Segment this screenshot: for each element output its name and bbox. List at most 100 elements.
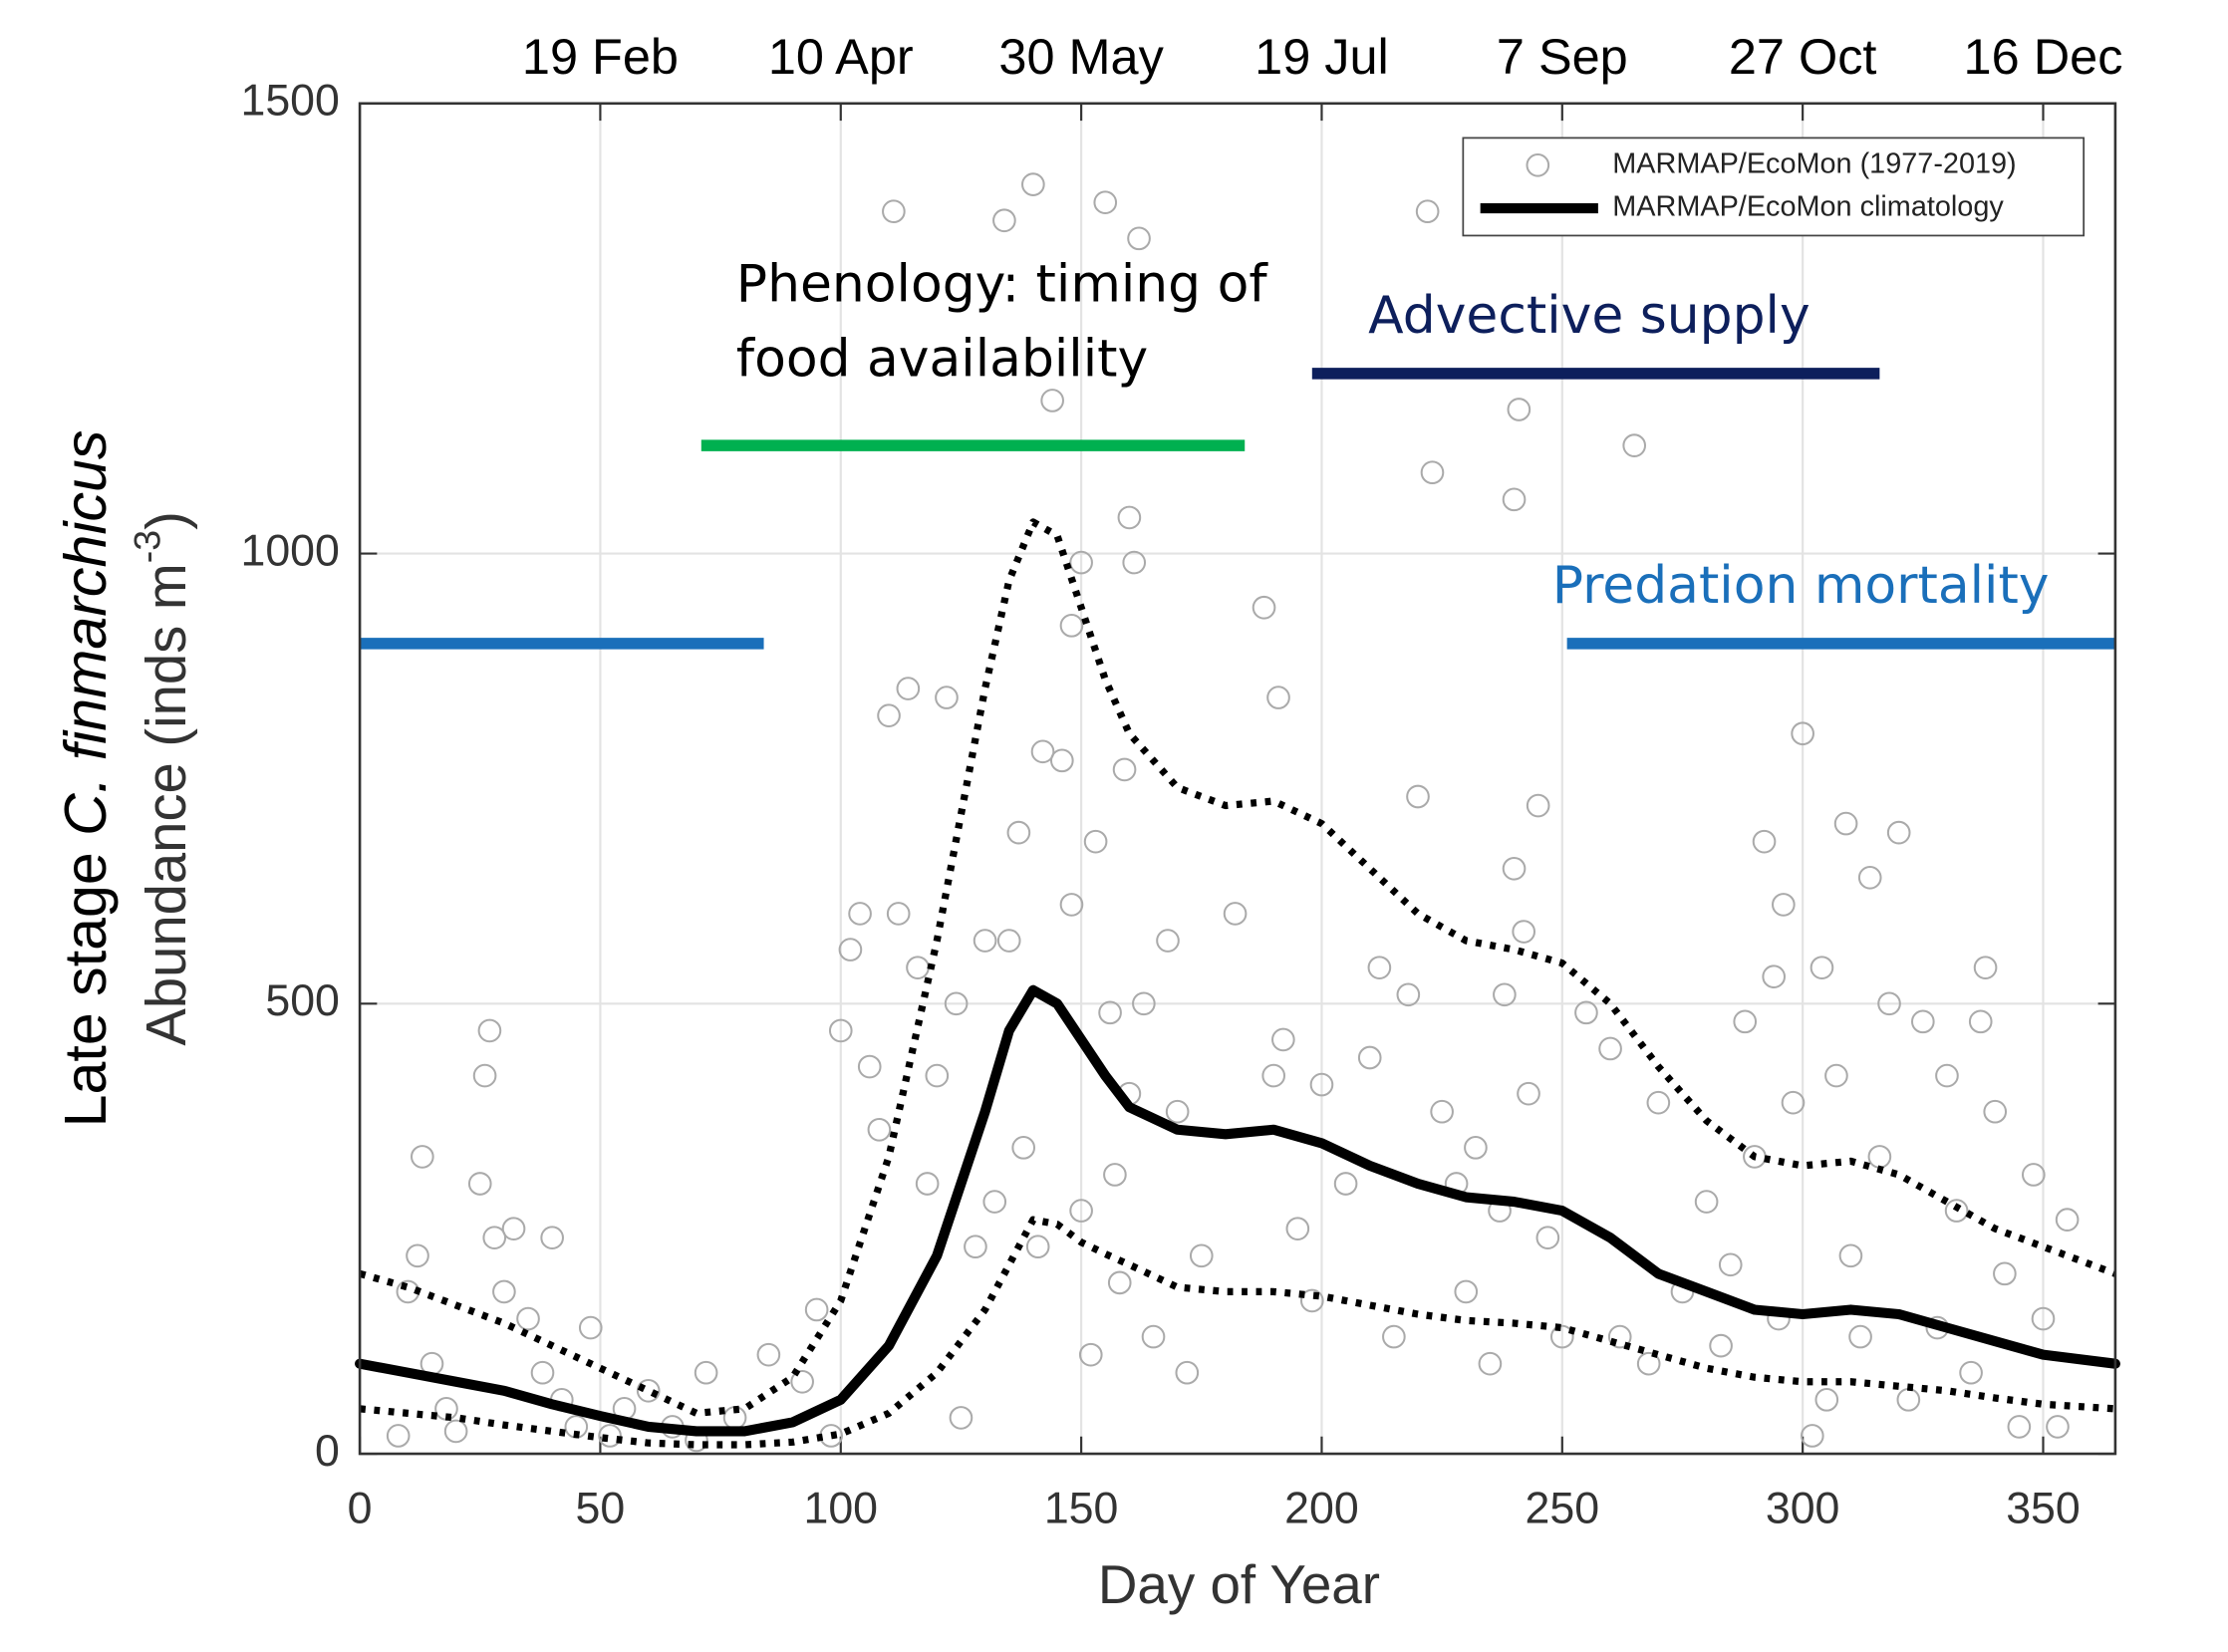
data-point [1285,1217,1310,1240]
top-tick-label: 19 Feb [522,28,679,85]
annotation-text: food availability [736,329,1148,389]
climatology-line [355,984,2120,1437]
data-point [896,677,921,700]
data-point [501,1217,526,1240]
data-point [1049,748,1074,773]
data-point [578,1315,603,1340]
data-point [2007,1415,2032,1439]
data-point [472,1063,497,1088]
data-point [1367,956,1392,979]
top-tick-label: 7 Sep [1497,28,1628,85]
annotation-text: Phenology: timing of [736,254,1269,314]
data-point [1030,739,1055,764]
data-point [973,929,997,953]
data-point [1271,1027,1295,1052]
x-tick-label: 350 [2006,1485,2081,1533]
data-point [1117,505,1142,530]
data-point [1006,820,1031,845]
data-point [1944,1199,1969,1223]
data-point [1709,1333,1733,1358]
data-point [982,1190,1007,1214]
data-point [1189,1243,1214,1268]
top-tick-label: 16 Dec [1964,28,2123,85]
data-point [886,902,911,926]
y-label-part: Late stage [52,836,119,1128]
data-point [443,1419,468,1444]
data-point [1025,1235,1050,1259]
data-point [2031,1306,2056,1331]
data-point [996,929,1021,953]
x-tick-label: 100 [803,1485,878,1533]
data-point [1772,893,1796,917]
y-label-part: C. finmarchicus [52,430,119,836]
data-point [1093,190,1118,215]
x-tick-label: 0 [348,1485,373,1533]
data-point [1857,865,1882,890]
data-point [1299,1288,1324,1313]
band-line [359,518,2117,1417]
x-tick-label: 150 [1044,1485,1119,1533]
data-point [1069,1199,1093,1223]
data-point [1733,1009,1758,1034]
data-point [482,1226,507,1250]
data-point [1781,1090,1806,1115]
data-point [992,208,1016,233]
x-tick-label: 200 [1284,1485,1359,1533]
data-point [492,1279,516,1304]
x-tick-label: 300 [1766,1485,1840,1533]
data-point [1415,199,1440,224]
data-point [530,1360,555,1385]
data-point [1266,686,1290,709]
legend-marker [1526,152,1550,177]
data-point [1382,1324,1406,1349]
top-tick-label: 27 Oct [1729,28,1877,85]
data-point [1333,1172,1358,1196]
axes-frame [358,102,2117,1456]
data-point [1886,820,1911,845]
data-point [1127,226,1151,251]
top-tick-label: 19 Jul [1254,28,1389,85]
data-point [1141,1324,1166,1349]
data-point [848,902,872,926]
data-point [1574,1000,1598,1025]
data-point [838,938,863,962]
data-point [1959,1360,1983,1385]
data-point [2046,1415,2070,1439]
data-point [1059,614,1084,638]
data-point [1810,956,1834,979]
data-point [867,1117,892,1142]
data-point [944,991,969,1016]
data-point [804,1297,829,1322]
annotation-text: Predation mortality [1552,556,2050,616]
legend-box [1462,137,2086,237]
data-point [828,1018,853,1043]
legend-label: MARMAP/EcoMon (1977-2019) [1612,147,2016,179]
data-point [1165,1099,1190,1124]
data-point [598,1424,622,1448]
y-tick-label: 500 [265,976,340,1025]
data-point [2022,1163,2046,1187]
data-point [1103,1163,1127,1187]
data-point [1454,1279,1479,1304]
data-point [636,1378,661,1403]
data-point [915,1172,940,1196]
data-point [1175,1360,1200,1385]
data-point [1512,920,1536,944]
data-point [1493,982,1517,1007]
data-point [1112,757,1137,782]
data-point [467,1172,492,1196]
data-point [386,1424,411,1448]
data-point [1636,1351,1661,1376]
data-point [925,1063,950,1088]
data-point [1535,1226,1560,1250]
data-point [877,703,901,728]
data-point [1502,487,1527,512]
data-point [1357,1045,1382,1070]
data-point [1040,389,1064,413]
data-point [1968,1009,1993,1034]
data-point [1078,1342,1103,1367]
data-point [1833,811,1858,836]
data-point [1517,1081,1540,1106]
